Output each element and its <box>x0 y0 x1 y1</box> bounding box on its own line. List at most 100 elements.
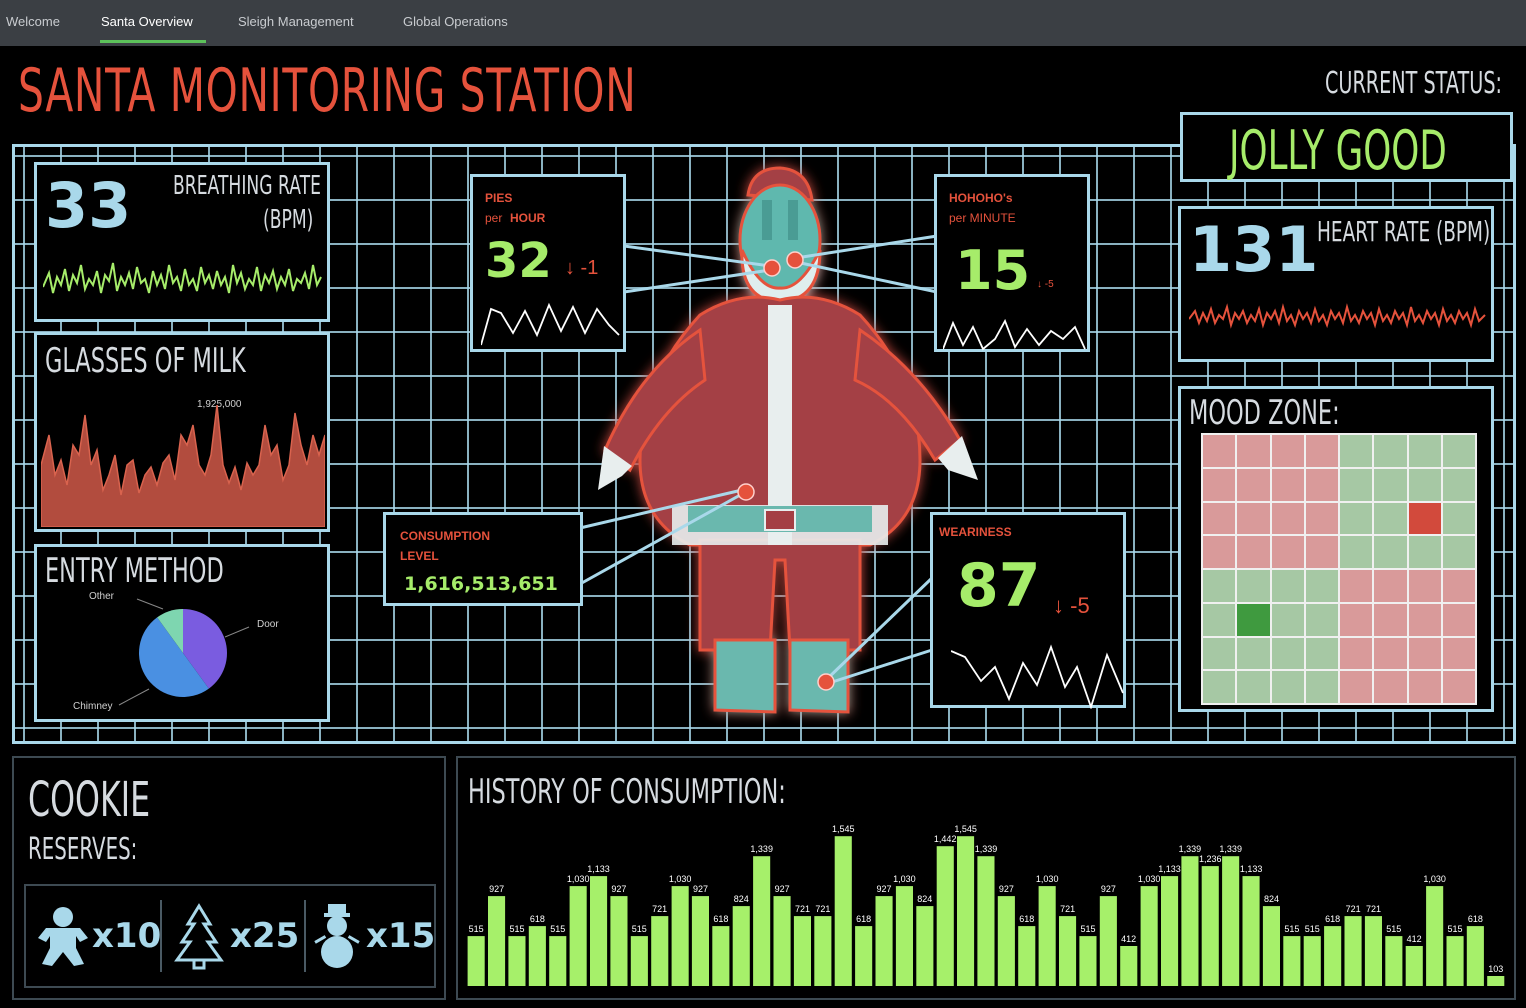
tab-sleigh-management[interactable]: Sleigh Management <box>238 14 354 29</box>
heart-rate-label: HEART RATE (BPM) <box>1317 215 1491 248</box>
mood-cell <box>1237 536 1270 568</box>
mood-cell <box>1408 603 1441 636</box>
history-bar-label: 1,339 <box>750 844 773 854</box>
history-bar-label: 618 <box>530 914 545 924</box>
mood-cell <box>1305 435 1338 467</box>
history-bar <box>936 846 954 986</box>
mood-cell <box>1374 603 1407 636</box>
weariness-value: 87 <box>957 551 1041 621</box>
history-bar <box>488 896 506 986</box>
entry-method-card: ENTRY METHOD Other Door Chimney <box>34 544 330 722</box>
mood-cell <box>1237 637 1270 670</box>
pies-per-label: per <box>485 211 503 225</box>
mood-cell <box>1374 536 1407 568</box>
history-bar-label: 515 <box>1386 924 1401 934</box>
glasses-of-milk-label: GLASSES OF MILK <box>45 341 246 381</box>
mood-zone-card: MOOD ZONE: <box>1178 386 1494 712</box>
history-bar-label: 721 <box>1346 904 1361 914</box>
cookie-reserves-label: RESERVES: <box>28 832 138 867</box>
history-bar <box>1201 866 1219 986</box>
mood-cell <box>1305 502 1338 535</box>
history-bar-label: 1,030 <box>1423 874 1446 884</box>
mood-cell <box>1271 603 1304 636</box>
tab-welcome[interactable]: Welcome <box>6 14 60 29</box>
history-bar-label: 515 <box>469 924 484 934</box>
history-bar-label: 515 <box>1284 924 1299 934</box>
history-bar <box>1303 936 1321 986</box>
mood-cell <box>1408 570 1441 602</box>
mood-cell <box>1203 603 1236 636</box>
history-bar-label: 1,030 <box>1036 874 1059 884</box>
mood-cell <box>1271 536 1304 568</box>
snowman-cookie-icon <box>314 904 360 968</box>
mood-cell <box>1408 435 1441 467</box>
mood-cell <box>1305 468 1338 501</box>
pies-value: 32 <box>485 233 552 289</box>
history-bar <box>875 896 893 986</box>
history-bar-label: 1,030 <box>893 874 916 884</box>
history-bar <box>1059 916 1077 986</box>
tab-santa-overview[interactable]: Santa Overview <box>101 14 193 29</box>
mood-cell <box>1203 502 1236 535</box>
history-bar-label: 1,442 <box>934 834 957 844</box>
mood-cell <box>1203 637 1236 670</box>
mood-cell <box>1237 570 1270 602</box>
history-bar <box>1426 886 1444 986</box>
breathing-rate-card: 33 BREATHING RATE (BPM) <box>34 162 330 322</box>
history-bar <box>1161 876 1179 986</box>
history-bar <box>1405 946 1423 986</box>
pies-delta: ↓ -1 <box>565 257 599 279</box>
history-bar-label: 1,339 <box>1219 844 1242 854</box>
breathing-sparkline <box>43 262 322 294</box>
history-bar-label: 515 <box>509 924 524 934</box>
history-bar <box>569 886 587 986</box>
consumption-card: CONSUMPTION LEVEL 1,616,513,651 <box>383 512 583 606</box>
history-bar <box>1181 856 1199 986</box>
history-bar <box>590 876 608 986</box>
history-bar <box>1120 946 1138 986</box>
weariness-delta: ↓ -5 <box>1053 593 1090 618</box>
breathing-rate-value: 33 <box>45 169 132 242</box>
mood-zone-label: MOOD ZONE: <box>1189 393 1340 433</box>
history-bar-label: 103 <box>1488 964 1503 974</box>
mood-cell <box>1203 671 1236 703</box>
hohoho-delta: ↓ -5 <box>1037 279 1054 290</box>
history-bar <box>793 916 811 986</box>
history-bar <box>1242 876 1260 986</box>
history-bar <box>528 926 546 986</box>
milk-low-label: 513,333 <box>121 483 158 494</box>
mood-cell <box>1442 536 1475 568</box>
history-bar-label: 515 <box>1080 924 1095 934</box>
history-bar-label: 412 <box>1407 934 1422 944</box>
history-bar-label: 515 <box>1305 924 1320 934</box>
history-bar-label: 927 <box>693 884 708 894</box>
mood-zone-grid <box>1201 433 1477 705</box>
mood-cell <box>1340 603 1373 636</box>
mood-cell <box>1442 570 1475 602</box>
mood-cell <box>1203 468 1236 501</box>
mood-cell <box>1271 435 1304 467</box>
cookie-divider <box>160 900 162 972</box>
history-bar-label: 1,545 <box>832 824 855 834</box>
consumption-value: 1,616,513,651 <box>404 573 558 595</box>
cookie-label: COOKIE <box>28 772 151 828</box>
history-bar <box>467 936 485 986</box>
tab-global-operations[interactable]: Global Operations <box>403 14 508 29</box>
hohoho-value: 15 <box>955 239 1031 302</box>
history-bar-label: 927 <box>489 884 504 894</box>
pies-label: PIES <box>485 191 513 205</box>
history-bar <box>610 896 628 986</box>
pie-slice-other <box>157 609 183 653</box>
mood-cell <box>1374 502 1407 535</box>
history-bar-label: 721 <box>795 904 810 914</box>
history-bar <box>1222 856 1240 986</box>
history-bar <box>1324 926 1342 986</box>
history-bar-label: 1,339 <box>1179 844 1202 854</box>
history-bar <box>1018 926 1036 986</box>
weariness-card: WEARINESS 87 ↓ -5 <box>930 512 1126 709</box>
mood-cell <box>1442 671 1475 703</box>
history-bar-label: 618 <box>856 914 871 924</box>
weariness-label: WEARINESS <box>939 525 1012 539</box>
pie-leader-line <box>118 688 150 706</box>
history-bar-label: 618 <box>1019 914 1034 924</box>
